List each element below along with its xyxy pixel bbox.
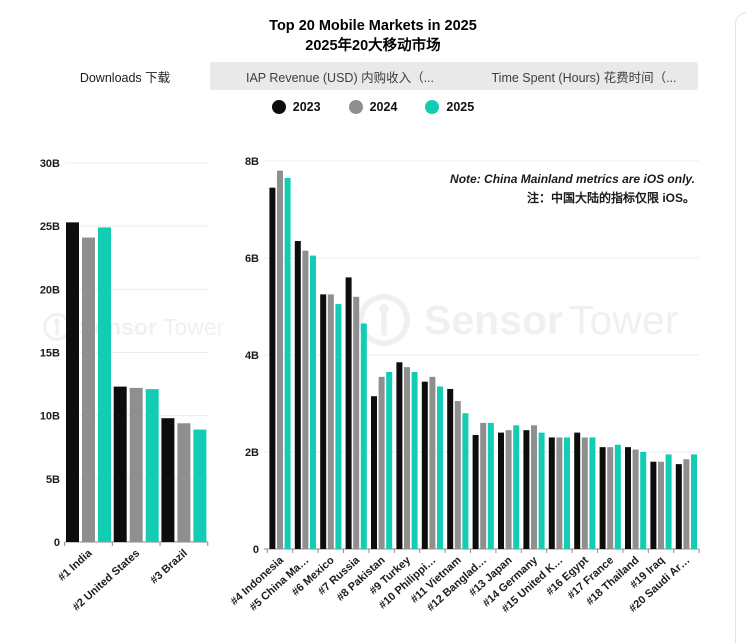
legend-label: 2024 <box>369 100 398 114</box>
bar-2023[interactable] <box>371 396 377 549</box>
y-axis-label: 10B <box>40 411 60 423</box>
y-axis-label: 8B <box>245 156 259 168</box>
bar-2023[interactable] <box>472 435 479 549</box>
y-axis-label: 5B <box>46 474 60 486</box>
page-title-en: Top 20 Mobile Markets in 2025 <box>269 18 477 34</box>
y-axis-label: 0 <box>253 544 259 556</box>
bar-2024[interactable] <box>177 423 191 542</box>
bar-2024[interactable] <box>129 387 143 542</box>
bar-2023[interactable] <box>675 464 682 549</box>
bar-2024[interactable] <box>353 296 360 549</box>
y-axis-label: 30B <box>40 158 60 170</box>
bar-2025[interactable] <box>538 432 545 549</box>
legend-item-2025[interactable]: 2025 <box>425 100 474 114</box>
bar-2024[interactable] <box>327 294 334 549</box>
bar-2024[interactable] <box>82 237 95 542</box>
bar-2023[interactable] <box>161 418 175 542</box>
bar-2023[interactable] <box>269 187 276 550</box>
bar-2024[interactable] <box>404 367 410 549</box>
bar-2024[interactable] <box>378 376 385 549</box>
bar-2023[interactable] <box>625 447 631 549</box>
bar-2023[interactable] <box>498 432 504 549</box>
bar-2025[interactable] <box>193 429 207 542</box>
bar-2025[interactable] <box>513 425 520 549</box>
y-axis-label: 2B <box>245 447 259 459</box>
bar-2023[interactable] <box>650 461 657 549</box>
bar-2024[interactable] <box>531 425 537 549</box>
x-axis-label: #3 Brazil <box>148 547 190 586</box>
legend-dot-2023 <box>271 100 286 114</box>
note-line-en: Note: China Mainland metrics are iOS onl… <box>450 172 695 186</box>
bar-2025[interactable] <box>564 437 570 549</box>
bar-2023[interactable] <box>396 362 403 549</box>
bar-2025[interactable] <box>386 371 393 549</box>
legend-dot-2024 <box>348 100 363 114</box>
bar-2024[interactable] <box>302 250 309 549</box>
bar-2025[interactable] <box>98 227 111 542</box>
bar-2024[interactable] <box>454 401 461 549</box>
bar-2025[interactable] <box>310 255 316 549</box>
tab-downloads[interactable]: Downloads 下载 <box>40 62 210 90</box>
bar-2024[interactable] <box>632 449 639 549</box>
bar-2025[interactable] <box>691 454 697 549</box>
bar-2024[interactable] <box>581 437 588 549</box>
bar-2023[interactable] <box>320 294 327 549</box>
x-axis-label: #1 India <box>56 547 95 584</box>
bar-2023[interactable] <box>523 430 530 549</box>
tab-iap-revenue[interactable]: IAP Revenue (USD) 内购收入（... <box>245 70 434 85</box>
legend-label: 2023 <box>292 100 321 114</box>
tab-time-spent[interactable]: Time Spent (Hours) 花费时间（... <box>491 70 677 85</box>
legend-item-2024[interactable]: 2024 <box>348 100 398 114</box>
bar-2025[interactable] <box>640 452 647 549</box>
bar-2025[interactable] <box>665 454 672 549</box>
y-axis-label: 4B <box>245 350 259 362</box>
bar-2025[interactable] <box>145 389 159 542</box>
page-title: Top 20 Mobile Markets in 2025 2025年20大移动… <box>0 16 746 56</box>
bar-2024[interactable] <box>429 376 436 549</box>
page-title-zh: 2025年20大移动市场 <box>305 38 441 54</box>
note-line-zh: 注：中国大陆的指标仅限 iOS。 <box>526 191 695 205</box>
bar-2025[interactable] <box>614 444 621 549</box>
bar-2025[interactable] <box>284 177 291 549</box>
legend-item-2023[interactable]: 2023 <box>271 100 321 114</box>
bar-2024[interactable] <box>505 430 512 549</box>
bar-2024[interactable] <box>277 170 283 549</box>
bar-2025[interactable] <box>487 422 494 549</box>
bar-2025[interactable] <box>589 437 596 549</box>
bar-2023[interactable] <box>548 437 555 549</box>
card-right-edge <box>735 12 746 643</box>
bar-2023[interactable] <box>421 381 428 549</box>
bar-2023[interactable] <box>447 388 454 549</box>
bar-2025[interactable] <box>462 413 469 549</box>
y-axis-label: 25B <box>40 221 60 233</box>
bar-2025[interactable] <box>335 304 342 549</box>
bar-2024[interactable] <box>480 422 487 549</box>
metric-tabs: Downloads 下载 IAP Revenue (USD) 内购收入（... … <box>40 62 698 90</box>
bar-2023[interactable] <box>66 222 79 543</box>
bar-2023[interactable] <box>113 386 127 542</box>
y-axis-label: 0 <box>54 537 60 549</box>
chart-legend: 2023 2024 2025 <box>0 100 746 114</box>
bar-2024[interactable] <box>607 447 614 549</box>
bar-2023[interactable] <box>599 447 606 549</box>
y-axis-label: 20B <box>40 284 60 296</box>
bar-2024[interactable] <box>683 459 690 549</box>
legend-label: 2025 <box>446 100 475 114</box>
bar-2025[interactable] <box>411 371 418 549</box>
bar-2023[interactable] <box>345 277 352 549</box>
y-axis-label: 15B <box>40 348 60 360</box>
bar-2025[interactable] <box>437 386 443 549</box>
bar-2023[interactable] <box>294 241 301 549</box>
chart-note: Note: China Mainland metrics are iOS onl… <box>390 170 695 208</box>
bar-2023[interactable] <box>574 432 581 549</box>
bar-2025[interactable] <box>360 323 367 549</box>
bar-2024[interactable] <box>658 461 664 549</box>
bar-2024[interactable] <box>556 437 563 549</box>
y-axis-label: 6B <box>245 253 259 265</box>
legend-dot-2025 <box>425 100 440 114</box>
